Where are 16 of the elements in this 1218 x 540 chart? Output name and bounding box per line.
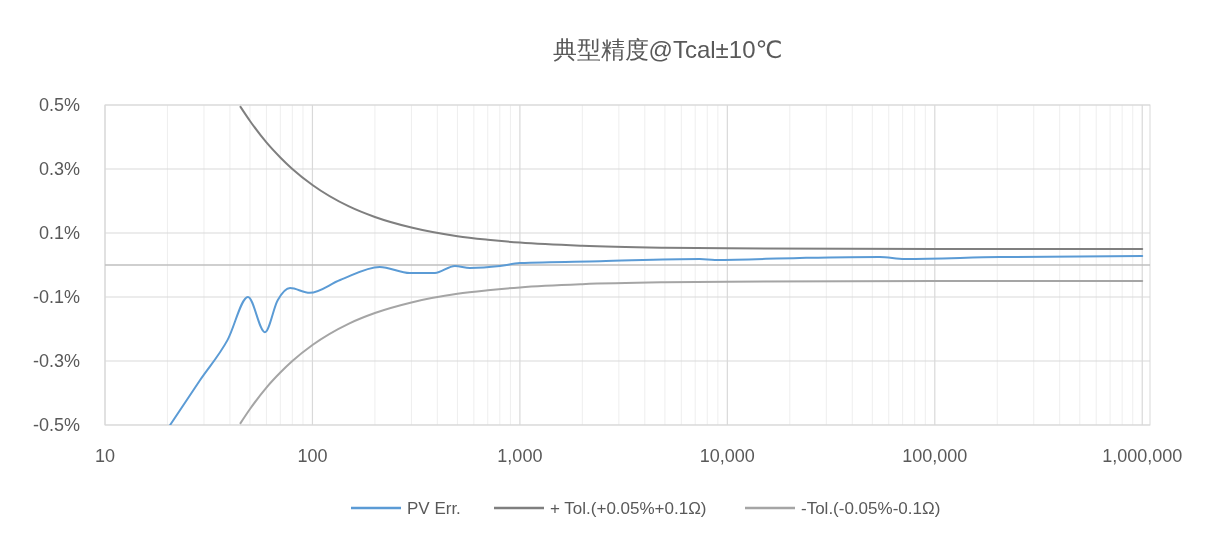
x-tick-label: 10: [94, 446, 116, 466]
x-tick-label: 10,000: [699, 446, 755, 466]
y-tick-label: -0.5%: [32, 415, 80, 435]
y-tick-label: 0.5%: [38, 95, 80, 115]
legend-label: + Tol.(+0.05%+0.1Ω): [550, 499, 707, 518]
y-tick-label: 0.1%: [38, 223, 80, 243]
y-tick-label: 0.3%: [38, 159, 80, 179]
x-tick-label: 1,000,000: [1102, 446, 1183, 466]
legend-label: -Tol.(-0.05%-0.1Ω): [801, 499, 941, 518]
y-tick-label: -0.3%: [32, 351, 80, 371]
x-tick-label: 100,000: [902, 446, 968, 466]
x-tick-label: 100: [297, 446, 328, 466]
legend-label: PV Err.: [407, 499, 461, 518]
y-tick-label: -0.1%: [32, 287, 80, 307]
x-tick-label: 1,000: [497, 446, 543, 466]
chart-title: 典型精度@Tcal±10℃: [552, 36, 783, 63]
